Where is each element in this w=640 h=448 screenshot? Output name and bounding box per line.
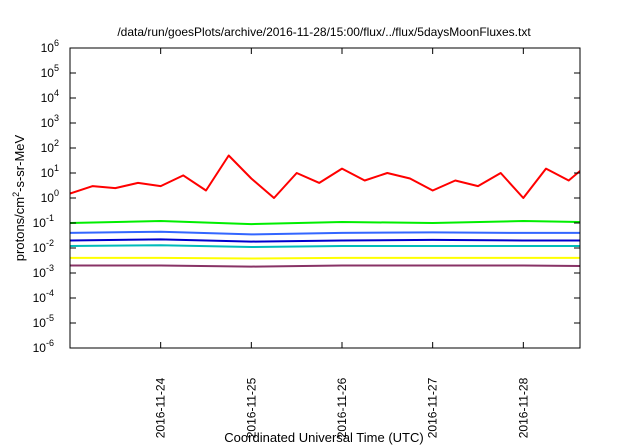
y-tick-label: 102: [41, 138, 59, 155]
x-tick-label: 2016-11-26: [335, 377, 349, 438]
y-axis-label: protons/cm2-s-sr-MeV: [11, 134, 27, 261]
series-line: [70, 154, 580, 199]
y-axis: 10-6 10-5 10-4 10-3 10-2 10-1 100 101 102 103 104 1…: [33, 38, 580, 355]
y-tick-label: 10-2: [33, 238, 54, 255]
y-tick-label: 101: [41, 163, 59, 180]
series-line: [70, 264, 580, 268]
y-tick-label: 10-3: [33, 263, 54, 280]
y-tick-label: 10-6: [33, 338, 54, 355]
x-axis-label: Coordinated Universal Time (UTC): [224, 430, 423, 445]
y-tick-label: 10-5: [33, 313, 54, 330]
series-line: [70, 244, 580, 248]
x-tick-label: 2016-11-28: [516, 377, 530, 438]
plot-frame: [69, 47, 581, 349]
y-tick-label: 104: [41, 88, 59, 105]
series-layer: [70, 154, 580, 268]
x-axis: 2016-11-24 2016-11-25 2016-11-26 2016-11-27…: [154, 48, 530, 438]
y-tick-label: 100: [41, 188, 59, 205]
x-tick-label: 2016-11-24: [154, 377, 168, 438]
series-line: [70, 230, 580, 236]
x-tick-label: 2016-11-27: [426, 377, 440, 438]
series-line: [70, 256, 580, 260]
chart-title: /data/run/goesPlots/archive/2016-11-28/1…: [117, 25, 531, 39]
series-line: [70, 220, 580, 226]
y-tick-label: 105: [41, 63, 59, 80]
y-tick-label: 103: [41, 113, 59, 130]
x-tick-label: 2016-11-25: [244, 377, 258, 438]
series-line: [70, 238, 580, 243]
y-tick-label: 10-1: [33, 213, 54, 230]
y-tick-label: 106: [41, 38, 59, 55]
y-tick-label: 10-4: [33, 288, 54, 305]
